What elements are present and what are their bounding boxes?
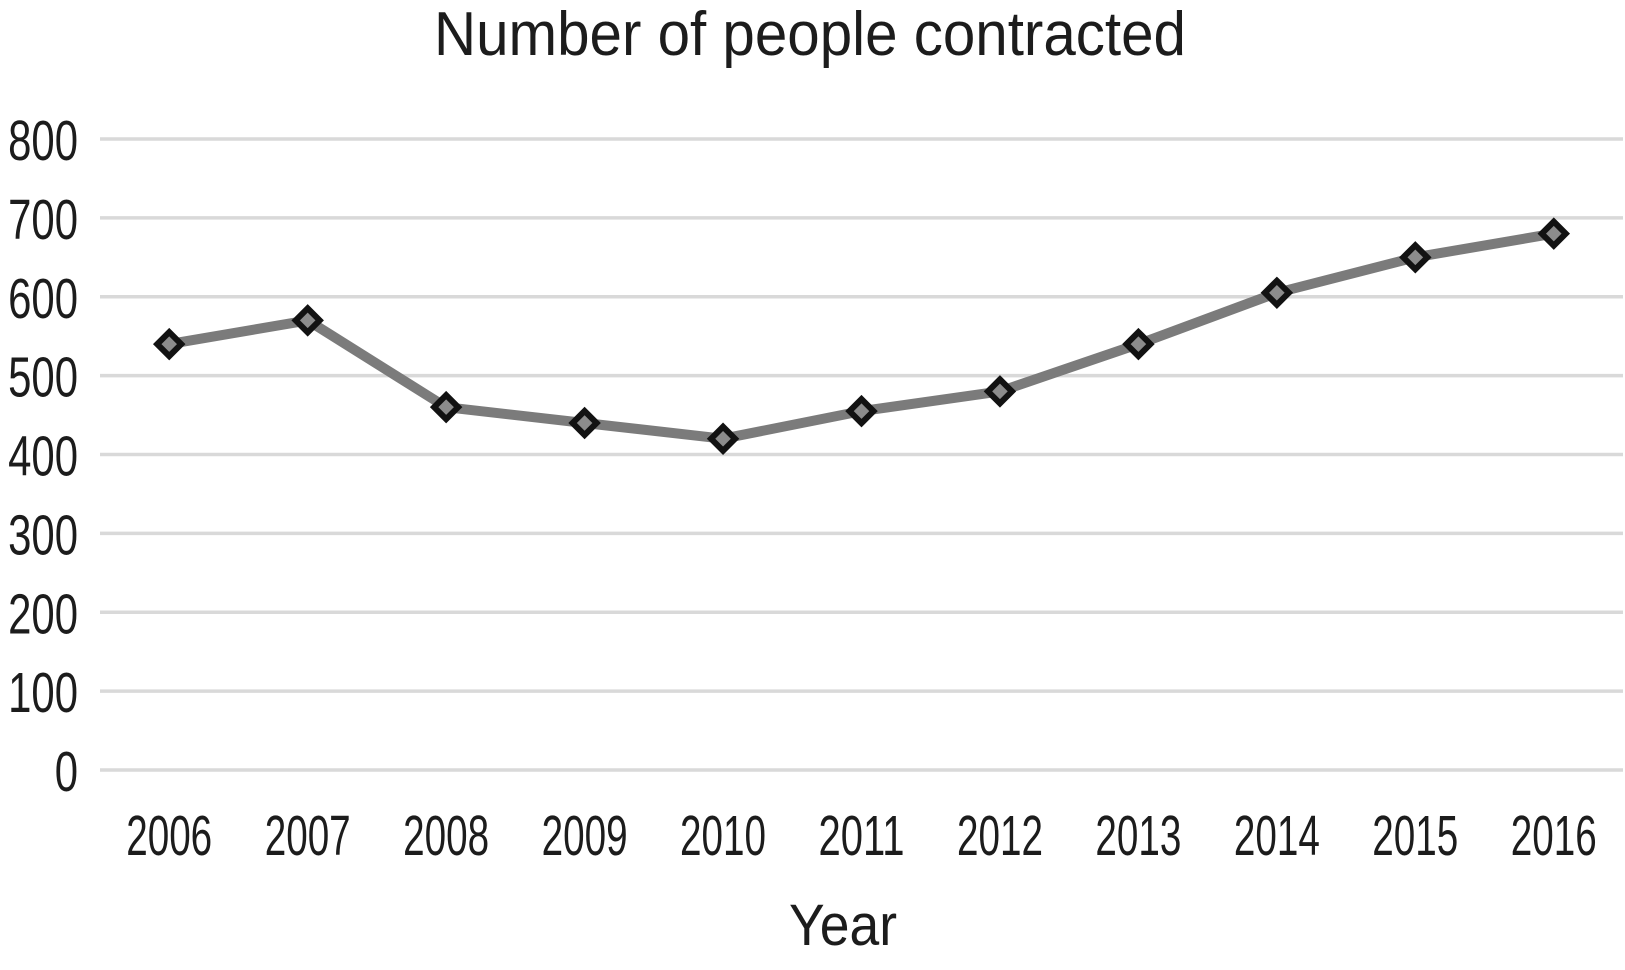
x-tick-label-2010: 2010	[680, 804, 766, 868]
y-tick-label-200: 200	[8, 582, 78, 646]
data-point-marker-2013	[1122, 327, 1155, 361]
data-point-marker-2008	[429, 390, 463, 424]
data-point-marker-2011	[845, 394, 878, 428]
y-tick-label-500: 500	[8, 346, 78, 410]
y-axis-labels: 0 100 200 300 400 500 600 700 800	[8, 109, 78, 804]
data-point-marker-2006	[152, 327, 186, 361]
chart-title: Number of people contracted	[434, 0, 1186, 69]
data-point-marker-2016	[1537, 217, 1571, 250]
y-tick-label-100: 100	[8, 661, 78, 725]
y-tick-label-600: 600	[8, 267, 78, 331]
data-point-marker-2007	[291, 304, 324, 337]
y-tick-label-0: 0	[55, 740, 78, 804]
data-series	[152, 217, 1571, 455]
x-tick-label-2016: 2016	[1511, 804, 1597, 868]
y-tick-label-300: 300	[8, 503, 78, 567]
data-point-marker-2010	[706, 422, 740, 455]
x-tick-label-2006: 2006	[126, 804, 212, 868]
data-point-marker-2009	[568, 406, 601, 440]
x-tick-label-2007: 2007	[265, 804, 351, 868]
x-tick-label-2013: 2013	[1095, 804, 1181, 868]
data-point-marker-2014	[1260, 276, 1294, 310]
x-axis-title: Year	[789, 893, 897, 958]
data-point-marker-2012	[983, 375, 1017, 408]
y-tick-label-400: 400	[8, 425, 78, 489]
x-tick-label-2012: 2012	[957, 804, 1043, 868]
y-tick-label-800: 800	[8, 109, 78, 173]
x-tick-label-2008: 2008	[403, 804, 489, 868]
data-point-marker-2015	[1399, 241, 1432, 274]
x-tick-label-2014: 2014	[1234, 804, 1320, 868]
x-tick-label-2009: 2009	[542, 804, 628, 868]
x-axis-labels: 2006 2007 2008 2009 2010 2011 2012 2013 2014 2015…	[126, 804, 1597, 868]
x-tick-label-2011: 2011	[819, 804, 905, 868]
x-tick-label-2015: 2015	[1372, 804, 1458, 868]
gridlines	[100, 137, 1623, 772]
y-tick-label-700: 700	[8, 188, 78, 252]
